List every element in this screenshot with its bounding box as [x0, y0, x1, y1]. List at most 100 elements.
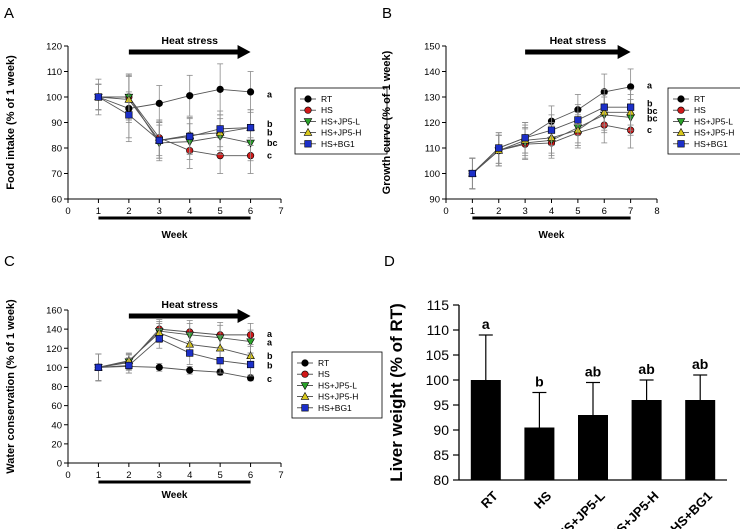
series-line — [98, 328, 251, 368]
y-tick-label: 90 — [433, 422, 449, 438]
data-point — [186, 349, 194, 357]
y-tick-label: 140 — [46, 325, 62, 336]
y-tick-label: 120 — [424, 118, 440, 129]
x-tick-label: RT — [478, 488, 501, 511]
y-tick-label: 85 — [433, 447, 449, 463]
legend-label: HS+BG1 — [318, 403, 352, 413]
y-tick-label: 130 — [424, 93, 440, 104]
significance-label: bc — [647, 114, 658, 124]
data-point — [125, 361, 133, 370]
legend-marker — [300, 391, 310, 400]
legend-marker — [677, 95, 685, 103]
series-line — [98, 88, 251, 109]
arrow-head — [237, 45, 251, 59]
x-tick-label: 7 — [278, 470, 283, 481]
x-tick-label: 6 — [248, 206, 253, 217]
legend-marker — [304, 140, 312, 148]
bar — [685, 400, 716, 480]
line-chart-b: B 90 100 110 120 130 140 150 0 1 2 3 4 5 6 7 8 Growth cur… — [381, 5, 740, 241]
y-tick-label: 40 — [51, 420, 62, 431]
legend-marker — [303, 127, 313, 136]
series-rt — [94, 63, 255, 143]
heat-stress-arrow — [128, 49, 239, 55]
y-tick-label: 0 — [57, 459, 62, 470]
series-hs — [94, 319, 255, 382]
data-point — [155, 136, 163, 144]
legend-label: HS — [694, 105, 706, 115]
legend-label: HS+JP5-L — [318, 380, 357, 390]
y-tick-label: 60 — [51, 401, 62, 412]
heat-stress-label: Heat stress — [161, 35, 218, 47]
x-tick-label: 1 — [96, 470, 101, 481]
y-axis-label: Liver weight (% of RT) — [387, 303, 406, 482]
significance-label: a — [482, 316, 490, 332]
legend-label: HS+BG1 — [694, 139, 728, 149]
y-tick-label: 90 — [429, 195, 440, 206]
legend-marker — [677, 140, 685, 148]
y-tick-label: 80 — [51, 382, 62, 393]
data-point — [495, 144, 503, 152]
x-tick-label: 5 — [575, 206, 580, 217]
data-point — [216, 125, 224, 133]
series-line — [98, 330, 251, 368]
heat-stress-label: Heat stress — [550, 35, 607, 47]
x-axis-label: Week — [539, 230, 565, 241]
x-tick-label: 6 — [602, 206, 607, 217]
x-tick-label: 5 — [217, 470, 222, 481]
y-tick-label: 80 — [433, 472, 449, 488]
significance-label: b — [267, 360, 273, 370]
significance-label: a — [647, 81, 653, 91]
data-point — [574, 116, 582, 124]
x-tick-label: 4 — [549, 206, 554, 217]
arrow-head — [617, 45, 631, 59]
y-tick-label: 110 — [427, 322, 450, 338]
x-tick-label: 0 — [443, 206, 448, 217]
x-tick-label: 1 — [470, 206, 475, 217]
data-point — [468, 169, 476, 178]
y-axis-label: Water conservation (% of 1 week) — [5, 299, 17, 474]
series-line — [98, 96, 251, 141]
legend-label: HS+JP5-H — [318, 392, 358, 402]
x-tick-label: HS+BG1 — [667, 488, 715, 529]
significance-label: b — [267, 128, 273, 138]
x-axis-label: Week — [162, 490, 188, 501]
legend-marker — [303, 118, 313, 127]
legend-marker — [301, 370, 309, 378]
x-tick-label: 4 — [187, 470, 192, 481]
y-tick-label: 150 — [424, 42, 440, 53]
data-point — [186, 92, 194, 100]
data-point — [186, 132, 194, 141]
y-tick-label: 60 — [51, 195, 62, 206]
bar — [631, 400, 662, 480]
panel-letter: B — [382, 5, 392, 22]
x-tick-label: 3 — [157, 470, 162, 481]
x-tick-label: HS+JP5-L — [554, 488, 608, 529]
y-tick-label: 120 — [46, 344, 62, 355]
legend-marker — [301, 404, 309, 412]
legend-label: RT — [694, 94, 705, 104]
series-line — [98, 96, 251, 144]
data-point — [216, 85, 224, 93]
data-point — [600, 103, 608, 111]
arrow-head — [237, 309, 251, 323]
significance-label: a — [267, 338, 273, 348]
data-point — [246, 124, 255, 132]
legend-marker — [304, 95, 312, 103]
y-tick-label: 110 — [425, 144, 440, 155]
heat-stress-arrow — [128, 313, 239, 319]
data-point — [94, 93, 103, 101]
legend-label: HS+JP5-L — [694, 116, 733, 126]
y-tick-label: 140 — [424, 67, 440, 78]
legend-label: HS — [318, 369, 330, 379]
x-tick-label: 8 — [654, 206, 659, 217]
significance-label: ab — [638, 361, 654, 377]
data-point — [155, 363, 163, 371]
y-tick-label: 115 — [427, 297, 450, 313]
significance-label: b — [267, 119, 273, 129]
series-hs-jp5-h — [94, 322, 255, 382]
data-point — [155, 335, 163, 343]
series-hs-bg1 — [94, 328, 255, 382]
significance-label: bc — [267, 138, 278, 148]
